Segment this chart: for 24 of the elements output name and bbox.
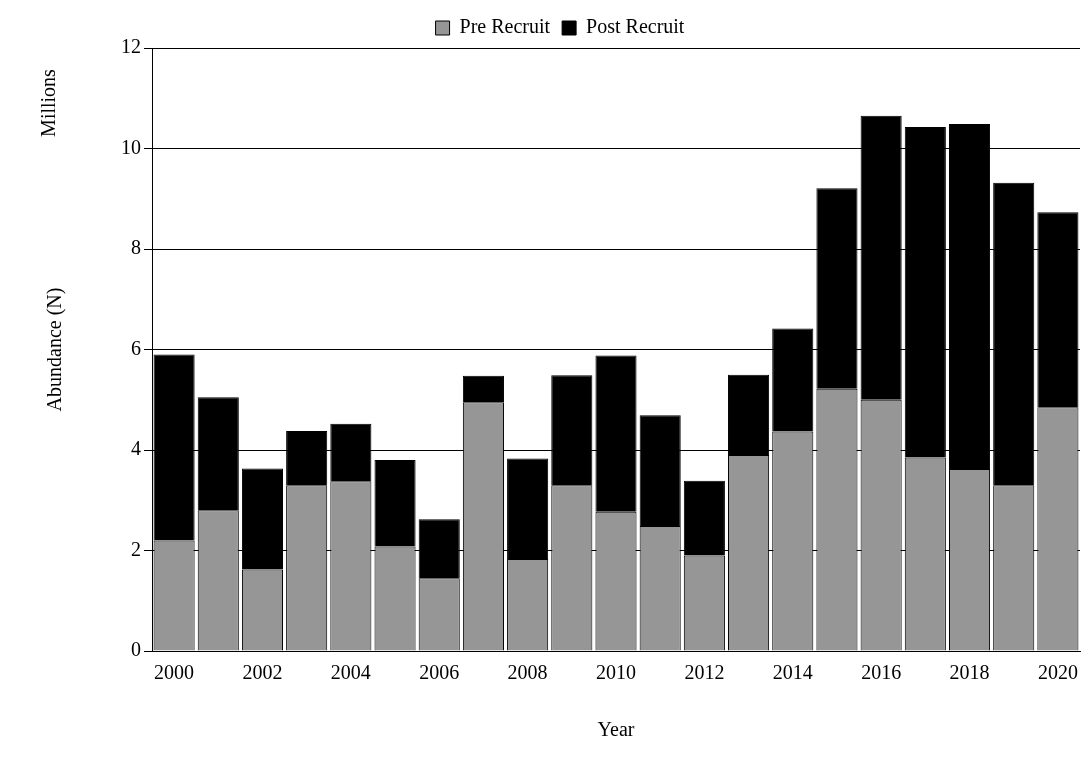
y-tick-label: 2 <box>131 537 141 560</box>
y-tick-label: 4 <box>131 437 141 460</box>
x-tick-label: 2014 <box>772 661 813 684</box>
x-tick-label: 2018 <box>949 661 990 684</box>
x-tick-label: 2000 <box>154 661 195 684</box>
x-tick-label: 2002 <box>242 661 283 684</box>
x-tick-label: 2004 <box>330 661 371 684</box>
x-axis-title: Year <box>597 718 635 741</box>
y-tick-label: 12 <box>121 35 141 58</box>
y-axis-title: Abundance (N) <box>43 287 67 412</box>
x-tick-label: 2010 <box>596 661 636 684</box>
y-tick-label: 10 <box>121 135 141 158</box>
x-tick-label: 2020 <box>1037 661 1078 684</box>
x-tick-label: 2012 <box>684 661 725 684</box>
y-tick-label: 0 <box>131 638 141 661</box>
text: Millions <box>37 68 60 137</box>
legend-label: Post Recruit <box>586 15 685 38</box>
y-tick-label: 6 <box>131 336 141 359</box>
y-tick-label: 8 <box>131 236 141 259</box>
x-tick-label: 2016 <box>861 661 902 684</box>
bar <box>374 460 416 547</box>
x-tick-label: 2008 <box>507 661 548 684</box>
legend-label: Pre Recruit <box>459 15 551 38</box>
x-tick-label: 2006 <box>419 661 460 684</box>
